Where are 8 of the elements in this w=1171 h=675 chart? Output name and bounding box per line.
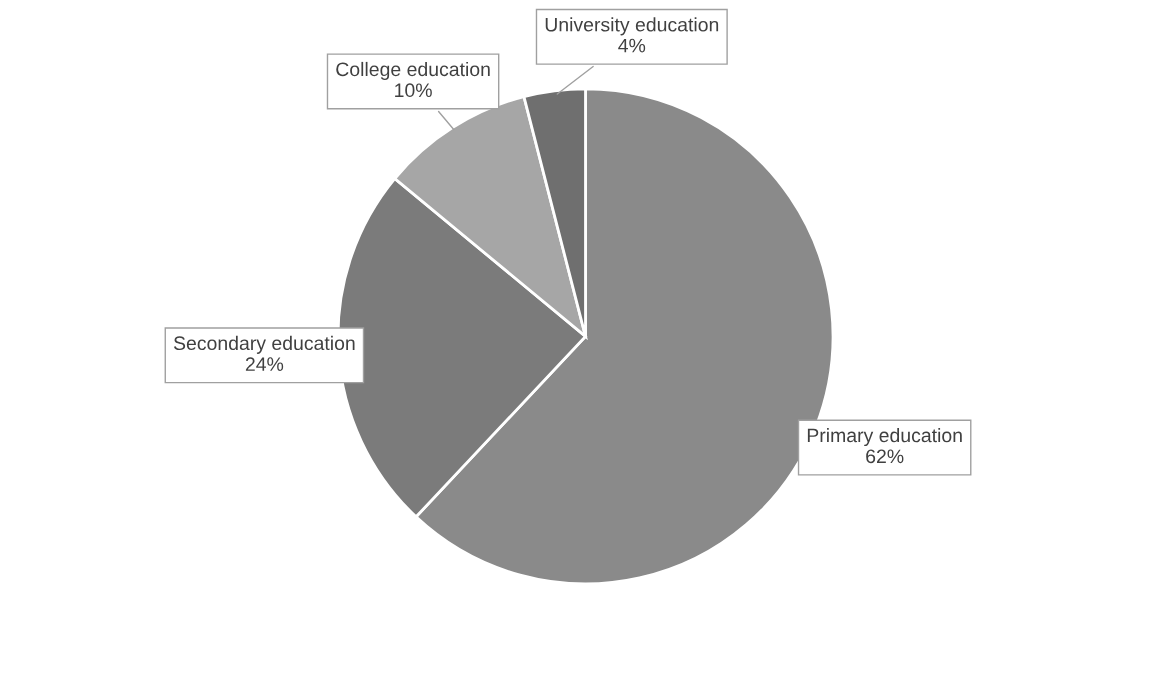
data-label: 24% <box>245 357 284 371</box>
slice-label: Primary education <box>807 428 962 447</box>
slice-label: Secondary education <box>173 335 355 354</box>
slice-label: College education <box>336 61 490 81</box>
data-label: 62% <box>866 449 904 464</box>
data-label: 10% <box>395 83 432 98</box>
slice-label: University education <box>545 17 719 36</box>
data-label: 4% <box>618 38 646 53</box>
